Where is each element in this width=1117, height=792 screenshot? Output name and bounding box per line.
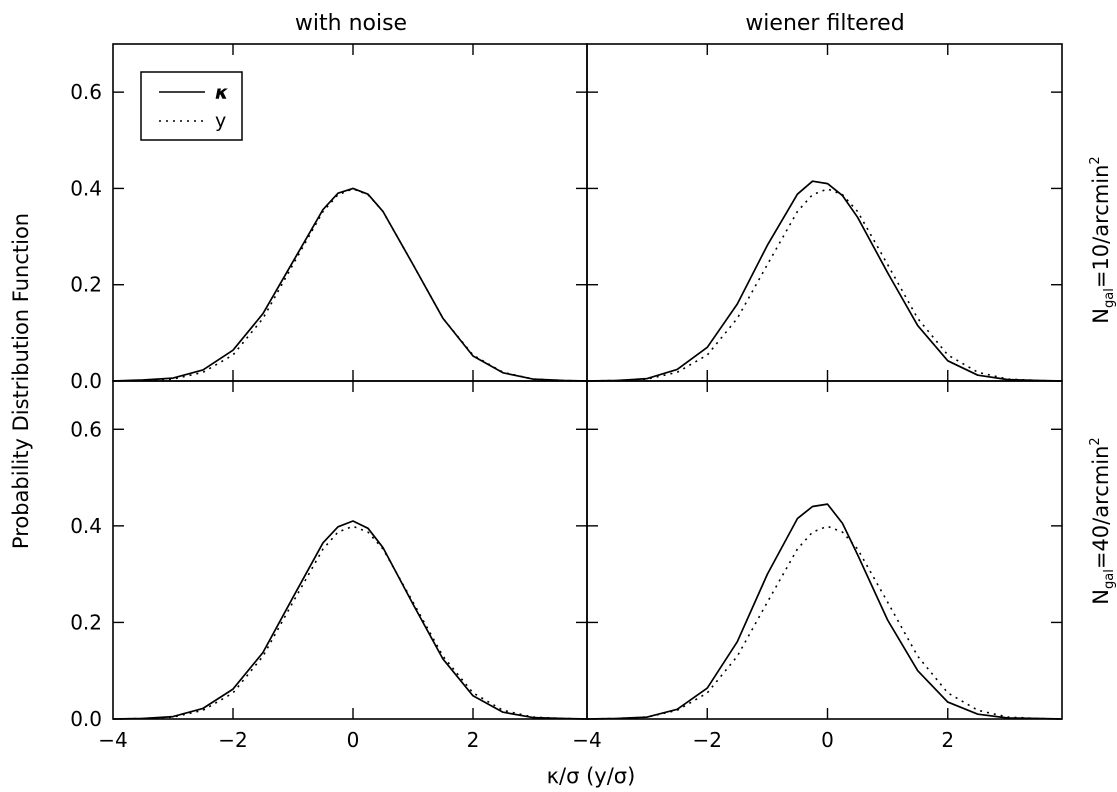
x-axis-title: κ/σ (y/σ) xyxy=(547,764,636,788)
panel-r0-c1-curve-kappa xyxy=(586,180,1063,382)
column-title-left: with noise xyxy=(295,11,407,36)
row-label-bottom-main: N xyxy=(1089,589,1113,605)
x-tick-label-col1: −2 xyxy=(693,728,722,752)
legend: κ y xyxy=(140,71,243,141)
y-tick-label-row1: 0.0 xyxy=(70,707,102,731)
y-axis-title: Probability Distribution Function xyxy=(9,213,33,549)
panel-r0-c1-curve-y xyxy=(586,188,1063,382)
x-tick-label-col0: −4 xyxy=(98,728,127,752)
panel-r0-c0-curve-kappa xyxy=(112,187,588,382)
panel-r0-c0-frame xyxy=(112,43,588,382)
panel-r1-c0-frame xyxy=(112,380,588,720)
row-label-top-rest: =10/arcmin xyxy=(1089,165,1113,289)
y-tick-label-row0: 0.2 xyxy=(70,273,102,297)
row-label-bottom: Ngal=40/arcmin2 xyxy=(1088,437,1117,604)
legend-box xyxy=(140,71,243,141)
panel-frames xyxy=(112,43,1063,720)
axis-ticks: 0.0 0.2 0.4 0.6 0.0 0.2 0.4 0.6 −4 −2 0 2 −4 −2 0 2 xyxy=(70,44,1062,752)
panel-r0-c0-curve-y xyxy=(112,188,588,382)
panel-r0-c1-frame xyxy=(586,43,1063,382)
panel-r1-c1-curve-kappa xyxy=(586,503,1063,720)
x-tick-label-col0: −2 xyxy=(218,728,247,752)
row-label-bottom-rest: =40/arcmin xyxy=(1089,446,1113,570)
x-tick-label-col1: −4 xyxy=(572,728,601,752)
y-tick-label-row0: 0.4 xyxy=(70,176,102,200)
panel-r1-c0-curve-y xyxy=(112,525,588,720)
y-tick-label-row1: 0.6 xyxy=(70,417,102,441)
panel-r1-c0-curve-kappa xyxy=(112,520,588,720)
legend-label-kappa: κ xyxy=(215,82,229,104)
y-tick-label-row1: 0.4 xyxy=(70,514,102,538)
row-label-top: Ngal=10/arcmin2 xyxy=(1088,156,1117,323)
x-tick-label-col1: 0 xyxy=(821,728,834,752)
x-tick-label-col0: 0 xyxy=(347,728,360,752)
x-tick-label-col0: 2 xyxy=(467,728,480,752)
y-tick-label-row1: 0.2 xyxy=(70,610,102,634)
legend-label-y: y xyxy=(215,110,226,132)
row-label-top-sub: gal xyxy=(1102,288,1117,308)
panel-r1-c1-curve-y xyxy=(586,525,1063,720)
series-curves xyxy=(112,180,1063,720)
y-tick-label-row0: 0.6 xyxy=(70,80,102,104)
column-title-right: wiener filtered xyxy=(745,11,904,36)
x-tick-label-col1: 2 xyxy=(941,728,954,752)
y-tick-label-row0: 0.0 xyxy=(70,369,102,393)
row-label-bottom-sub: gal xyxy=(1102,569,1117,589)
panel-r1-c1-frame xyxy=(586,380,1063,720)
row-label-top-sup: 2 xyxy=(1088,156,1103,164)
row-label-top-main: N xyxy=(1089,308,1113,324)
row-label-bottom-sup: 2 xyxy=(1088,437,1103,445)
